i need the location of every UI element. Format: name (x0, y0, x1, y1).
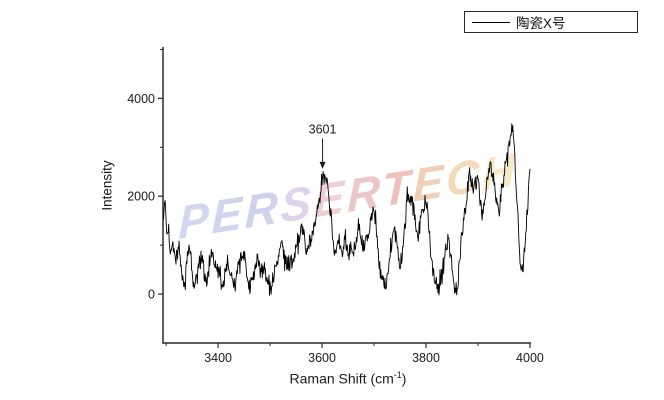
x-axis-title-superscript: -1 (393, 370, 402, 380)
y-axis-title: Intensity (99, 160, 115, 211)
y-tick-label: 0 (148, 288, 155, 302)
annotation-arrow-head (319, 161, 326, 169)
x-axis-title: Raman Shift (cm-1) (238, 370, 458, 387)
y-tick-label: 4000 (127, 92, 155, 106)
legend-box: 陶瓷X号 (464, 11, 638, 33)
x-tick-label: 3800 (412, 351, 440, 365)
peak-annotation-label: 3601 (309, 122, 337, 136)
x-tick-label: 4000 (516, 351, 544, 365)
spectrum-line (163, 123, 531, 296)
x-tick-label: 3600 (308, 351, 336, 365)
x-tick-label: 3400 (204, 351, 232, 365)
legend-line-sample (472, 21, 510, 23)
legend-series-label: 陶瓷X号 (516, 16, 566, 31)
y-tick-label: 2000 (127, 190, 155, 204)
x-axis-title-text: Raman Shift (cm (289, 370, 394, 387)
x-axis-title-close: ) (401, 370, 407, 387)
